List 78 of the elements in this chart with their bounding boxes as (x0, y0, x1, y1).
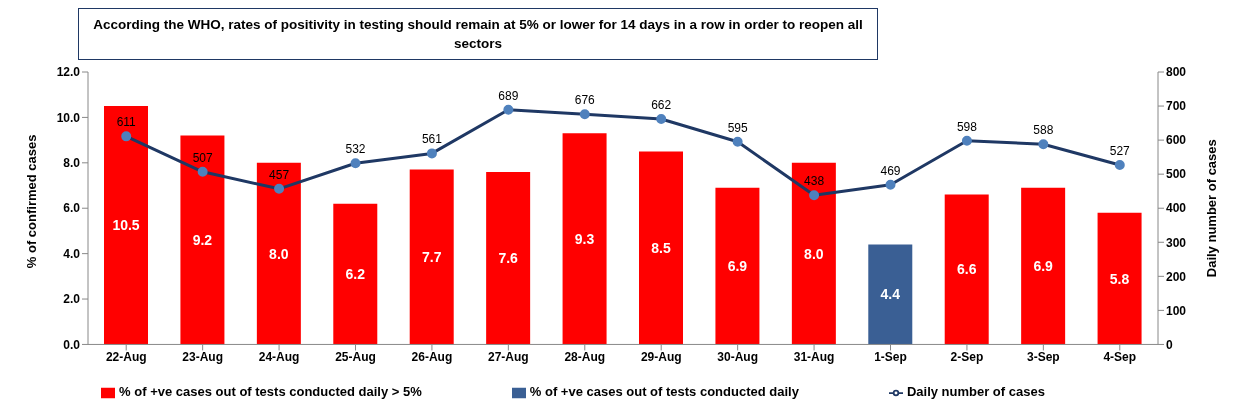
data-label: 8.0 (804, 245, 824, 262)
data-label: 6.2 (345, 266, 366, 283)
x-tick-label: 3-Sep (1027, 349, 1060, 364)
bar (1021, 187, 1066, 345)
bar (868, 244, 913, 345)
data-label: 10.5 (112, 217, 140, 234)
bar (486, 171, 531, 345)
data-label: 9.2 (192, 231, 213, 248)
y2-tick-label: 300 (1166, 235, 1187, 250)
x-tick-label: 4-Sep (1103, 349, 1137, 364)
y2-tick-label: 500 (1166, 167, 1187, 182)
data-label: 7.7 (421, 249, 442, 265)
bar (104, 106, 148, 345)
x-tick-label: 28-Aug (564, 349, 606, 364)
chart-title: According the WHO, rates of positivity in testing should remain at 5% or lower for 14 days in a row in order to reopen all sectors (78, 8, 878, 60)
y-tick-label: 10.0 (56, 110, 81, 125)
legend-label: % of +ve cases out of tests conducted daily (529, 384, 799, 400)
x-tick-label: 23-Aug (182, 349, 223, 364)
x-tick-label: 1-Sep (874, 349, 907, 364)
y2-tick-label: 700 (1166, 99, 1187, 114)
y-tick-label: 4.0 (63, 246, 81, 261)
x-tick-label: 2-Sep (950, 349, 984, 364)
data-label: 7.6 (498, 250, 519, 267)
y2-tick-label: 0 (1166, 337, 1173, 352)
data-label: 8.0 (269, 245, 289, 262)
y-tick-label: 0.0 (63, 337, 81, 352)
data-label: 676 (574, 93, 596, 108)
x-tick-label: 27-Aug (488, 349, 529, 364)
data-label: 8.5 (651, 239, 671, 256)
bar (715, 187, 760, 345)
bar (791, 162, 836, 345)
x-tick-label: 25-Aug (335, 349, 376, 364)
data-label: 5.8 (1109, 270, 1130, 287)
bar (333, 203, 378, 345)
x-tick-label: 22-Aug (105, 349, 147, 364)
data-label: 561 (421, 132, 443, 147)
y-tick-label: 6.0 (63, 201, 81, 216)
y-tick-label: 2.0 (63, 292, 81, 307)
data-label: 438 (804, 174, 825, 189)
y2-tick-label: 200 (1166, 269, 1187, 284)
data-label: 588 (1033, 123, 1054, 138)
bar (562, 133, 607, 345)
x-tick-label: 31-Aug (793, 349, 835, 364)
bar (180, 135, 225, 345)
data-label: 611 (116, 115, 137, 130)
data-label: 6.6 (956, 261, 977, 278)
bar (639, 151, 683, 345)
x-tick-label: 30-Aug (717, 349, 758, 364)
y2-tick-label: 400 (1166, 201, 1187, 216)
data-label: 595 (727, 120, 748, 135)
x-tick-label: 26-Aug (411, 349, 453, 364)
legend-label: % of +ve cases out of tests conducted daily > 5% (119, 384, 422, 400)
bar (256, 162, 301, 345)
y-axis-title: % of confirmed cases (23, 134, 39, 269)
x-tick-label: 24-Aug (258, 349, 300, 364)
data-label: 6.9 (1033, 258, 1054, 275)
data-label: 662 (651, 98, 672, 112)
bar (944, 194, 989, 345)
data-label: 527 (1109, 143, 1131, 158)
legend-label: Daily number of cases (906, 384, 1045, 400)
y-tick-label: 12.0 (56, 65, 81, 80)
data-label: 469 (880, 163, 901, 178)
data-label: 532 (345, 142, 366, 157)
data-label: 598 (956, 119, 978, 134)
bar (409, 169, 454, 345)
bar (1097, 212, 1142, 345)
y2-tick-label: 800 (1166, 65, 1187, 80)
data-label: 507 (192, 150, 213, 165)
data-label: 4.4 (880, 286, 901, 303)
y2-tick-label: 600 (1166, 133, 1187, 148)
data-label: 9.3 (574, 230, 595, 247)
data-label: 6.9 (727, 258, 748, 275)
y2-axis-title: Daily number of cases (1203, 139, 1219, 278)
y-tick-label: 8.0 (63, 156, 81, 171)
x-tick-label: 29-Aug (640, 349, 682, 364)
y2-tick-label: 100 (1166, 303, 1187, 318)
data-label: 689 (498, 88, 519, 103)
data-label: 457 (269, 167, 290, 182)
